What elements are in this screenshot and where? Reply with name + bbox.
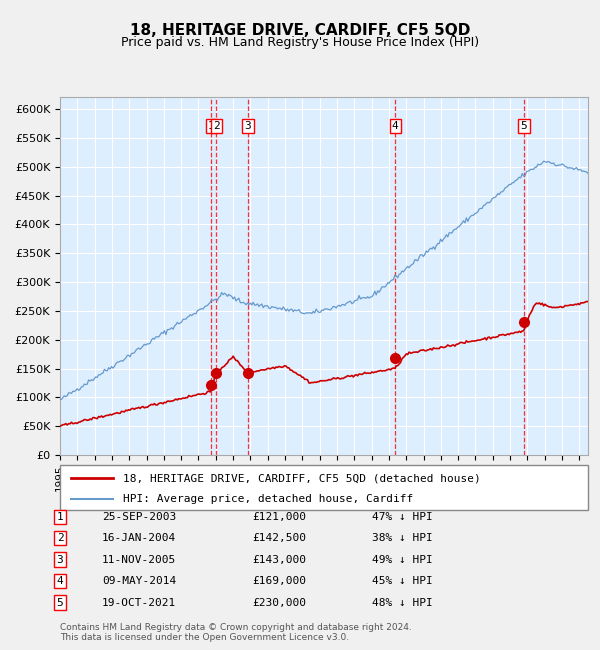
Text: 19-OCT-2021: 19-OCT-2021: [102, 597, 176, 608]
Text: 25-SEP-2003: 25-SEP-2003: [102, 512, 176, 522]
Text: £142,500: £142,500: [252, 533, 306, 543]
Text: 09-MAY-2014: 09-MAY-2014: [102, 576, 176, 586]
Text: 38% ↓ HPI: 38% ↓ HPI: [372, 533, 433, 543]
Text: Price paid vs. HM Land Registry's House Price Index (HPI): Price paid vs. HM Land Registry's House …: [121, 36, 479, 49]
Text: 5: 5: [521, 121, 527, 131]
Text: 3: 3: [245, 121, 251, 131]
Text: 16-JAN-2004: 16-JAN-2004: [102, 533, 176, 543]
Text: 4: 4: [392, 121, 398, 131]
Text: 3: 3: [56, 554, 64, 565]
Text: 11-NOV-2005: 11-NOV-2005: [102, 554, 176, 565]
Text: 2: 2: [213, 121, 220, 131]
Text: 5: 5: [56, 597, 64, 608]
Text: 2: 2: [56, 533, 64, 543]
Text: £230,000: £230,000: [252, 597, 306, 608]
Text: 1: 1: [56, 512, 64, 522]
Text: £121,000: £121,000: [252, 512, 306, 522]
Text: £169,000: £169,000: [252, 576, 306, 586]
Text: Contains HM Land Registry data © Crown copyright and database right 2024.
This d: Contains HM Land Registry data © Crown c…: [60, 623, 412, 642]
Text: £143,000: £143,000: [252, 554, 306, 565]
Text: 4: 4: [56, 576, 64, 586]
Text: 1: 1: [208, 121, 215, 131]
Text: 47% ↓ HPI: 47% ↓ HPI: [372, 512, 433, 522]
FancyBboxPatch shape: [60, 465, 588, 510]
Text: 48% ↓ HPI: 48% ↓ HPI: [372, 597, 433, 608]
Text: 45% ↓ HPI: 45% ↓ HPI: [372, 576, 433, 586]
Text: 18, HERITAGE DRIVE, CARDIFF, CF5 5QD: 18, HERITAGE DRIVE, CARDIFF, CF5 5QD: [130, 23, 470, 38]
Text: HPI: Average price, detached house, Cardiff: HPI: Average price, detached house, Card…: [124, 494, 413, 504]
Text: 18, HERITAGE DRIVE, CARDIFF, CF5 5QD (detached house): 18, HERITAGE DRIVE, CARDIFF, CF5 5QD (de…: [124, 473, 481, 484]
Text: 49% ↓ HPI: 49% ↓ HPI: [372, 554, 433, 565]
